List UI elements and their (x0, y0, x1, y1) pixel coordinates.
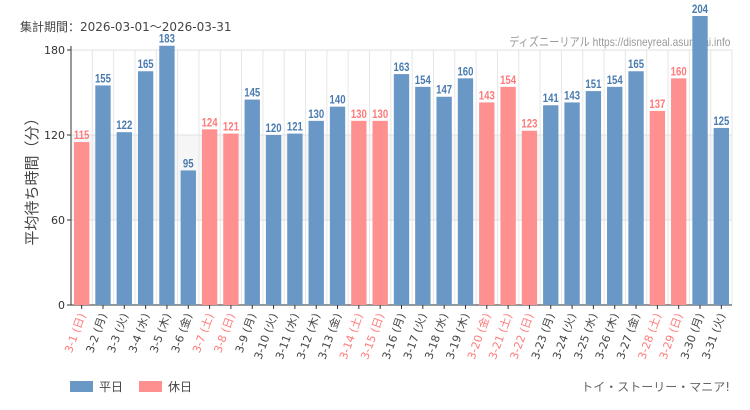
bar (372, 120, 388, 305)
bar (159, 45, 175, 305)
data-label: 124 (202, 116, 218, 129)
data-label: 204 (692, 3, 708, 16)
bar (137, 71, 154, 305)
y-tick-label: 180 (44, 44, 65, 57)
credit-watermark: ディズニーリアル https://disneyreal.asumirai.inf… (508, 35, 730, 49)
bar (500, 86, 516, 305)
bar (73, 142, 90, 305)
y-tick-label: 0 (58, 299, 65, 312)
data-label: 123 (521, 118, 537, 131)
bar (521, 130, 538, 305)
bar (415, 86, 431, 305)
bar (628, 71, 644, 305)
bar (244, 99, 260, 305)
bar (329, 106, 346, 306)
bar (265, 135, 282, 305)
data-label: 121 (223, 121, 239, 134)
data-label: 154 (415, 74, 431, 87)
data-label: 140 (330, 94, 346, 107)
data-label: 165 (138, 58, 154, 71)
data-label: 130 (372, 108, 388, 121)
legend: 平日 休日 (70, 378, 192, 395)
data-label: 120 (266, 122, 282, 135)
data-label: 122 (116, 119, 132, 132)
data-label: 160 (457, 65, 473, 78)
bar (671, 78, 687, 305)
data-label: 183 (159, 33, 175, 46)
legend-label-holiday: 休日 (168, 380, 193, 394)
bar (95, 85, 111, 306)
data-label: 115 (74, 129, 89, 142)
data-label: 154 (607, 74, 623, 87)
data-label: 165 (628, 58, 644, 71)
data-label: 121 (287, 121, 303, 134)
data-label: 95 (183, 157, 194, 170)
bar (393, 74, 410, 305)
data-label: 130 (308, 108, 324, 121)
legend-swatch-holiday (139, 381, 163, 392)
data-label: 125 (713, 115, 729, 128)
data-label: 154 (500, 74, 516, 87)
bar (287, 133, 303, 305)
data-label: 143 (479, 89, 495, 102)
data-label: 147 (436, 84, 452, 97)
data-label: 160 (671, 65, 687, 78)
bar (457, 78, 474, 305)
bar (351, 120, 367, 305)
data-label: 141 (543, 92, 559, 105)
legend-label-weekday: 平日 (99, 380, 124, 394)
bar (692, 16, 708, 305)
bar (479, 102, 495, 306)
bar (436, 96, 452, 305)
legend-swatch-weekday (70, 381, 93, 392)
attraction-name: トイ・ストーリー・マニア! (581, 380, 730, 394)
data-label: 143 (564, 89, 580, 102)
y-tick-label: 120 (44, 129, 65, 142)
bar (649, 110, 666, 306)
bar (607, 86, 623, 305)
bar (543, 105, 559, 305)
bar (223, 133, 239, 305)
bar (585, 91, 602, 305)
period-label: 集計期間：2026-03-01～2026-03-31 (20, 20, 232, 34)
data-label: 137 (649, 98, 665, 111)
y-axis-label: 平均待ち時間（分） (23, 110, 41, 245)
data-label: 130 (351, 108, 367, 121)
y-tick-label: 60 (51, 214, 65, 227)
bar (180, 170, 196, 305)
data-label: 163 (393, 61, 409, 74)
bar (308, 120, 324, 305)
bar (201, 129, 218, 305)
bar (564, 102, 580, 306)
bar (116, 132, 132, 305)
data-label: 155 (95, 72, 111, 85)
data-label: 145 (244, 87, 260, 100)
data-label: 151 (585, 78, 601, 91)
bar (713, 127, 730, 306)
